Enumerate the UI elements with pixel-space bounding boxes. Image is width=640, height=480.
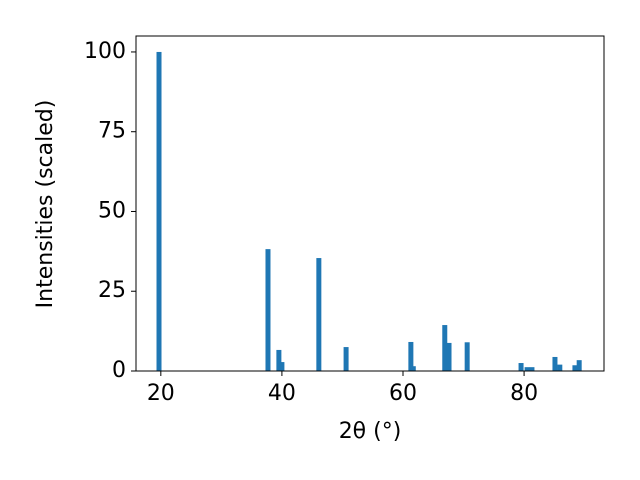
y-tick-label: 75	[98, 119, 126, 144]
bar	[557, 364, 563, 371]
y-axis-label: Intensities (scaled)	[33, 100, 58, 309]
bar	[156, 51, 162, 371]
x-axis-label: 2θ (°)	[339, 419, 402, 444]
x-tick-label: 20	[147, 381, 175, 406]
bar	[276, 349, 282, 371]
y-tick-label: 25	[98, 278, 126, 303]
y-tick-label: 0	[112, 358, 126, 383]
y-tick-label: 50	[98, 198, 126, 223]
bar	[524, 367, 530, 371]
bar	[442, 325, 448, 371]
bar	[529, 367, 535, 371]
y-tick-label: 100	[84, 39, 126, 64]
bar	[576, 360, 582, 371]
x-tick-label: 40	[268, 381, 296, 406]
bar	[316, 258, 322, 371]
bar	[552, 356, 558, 371]
bar	[279, 362, 285, 371]
bar	[464, 342, 470, 371]
bar	[518, 363, 524, 371]
x-tick-label: 80	[510, 381, 538, 406]
bar	[572, 365, 578, 371]
bar	[410, 366, 416, 371]
x-tick-label: 60	[389, 381, 417, 406]
bar	[408, 341, 414, 371]
bar	[265, 249, 271, 371]
plot-frame	[135, 35, 605, 372]
bar	[446, 342, 452, 371]
bar	[343, 347, 349, 371]
